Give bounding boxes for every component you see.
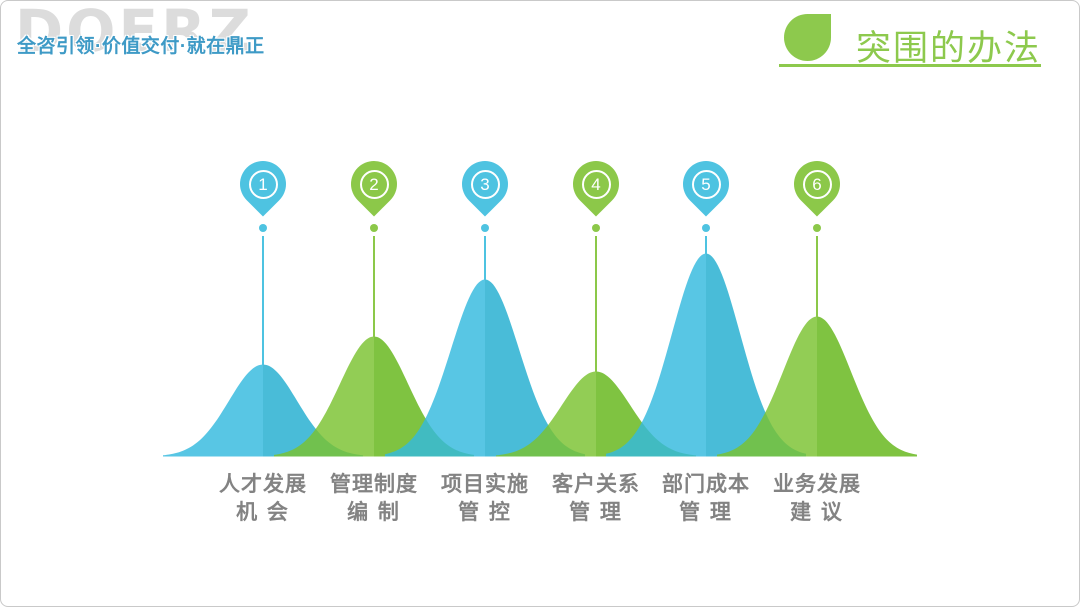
category-label-line1: 部门成本 [662, 473, 750, 496]
map-pin-icon: 6 [784, 151, 850, 217]
category-label-line2: 机 会 [236, 501, 290, 524]
category-label: 部门成本 管 理 [621, 472, 791, 526]
pin-number: 1 [248, 169, 278, 199]
pin-number: 5 [691, 169, 721, 199]
pin-number: 6 [802, 169, 832, 199]
category-label: 业务发展 建 议 [732, 472, 902, 526]
map-pin-icon: 1 [230, 151, 296, 217]
pin-connector-line [373, 236, 375, 337]
bell-curve-4-light-half [496, 371, 596, 457]
category-label-line2: 建 议 [790, 501, 844, 524]
pin-dot-icon [259, 224, 267, 232]
pin-dot-icon [702, 224, 710, 232]
category-label-line1: 人才发展 [219, 473, 307, 496]
pin-dot-icon [592, 224, 600, 232]
pin-connector-line [595, 236, 597, 372]
category-label-line2: 管 理 [679, 501, 733, 524]
pin-connector-line [816, 236, 818, 317]
pin-dot-icon [813, 224, 821, 232]
bell-curve-3-light-half [385, 279, 485, 457]
bell-curve-6-light-half [717, 316, 817, 457]
bell-curve-1-dark-half [263, 364, 363, 457]
page-title: 突围的办法 [856, 29, 1042, 68]
logo-watermark: DOERZ [15, 0, 254, 65]
title-underline [779, 64, 1041, 67]
pin-number: 3 [470, 169, 500, 199]
bell-curve-4-dark-half [596, 371, 696, 457]
bell-curve-2-light-half [274, 336, 374, 457]
pin-connector-line [484, 236, 486, 280]
bell-curve-1-light-half [163, 364, 263, 457]
map-pin-icon: 5 [673, 151, 739, 217]
category-label-line2: 管 控 [458, 501, 512, 524]
pin-connector-line [262, 236, 264, 365]
category-label-line1: 客户关系 [552, 473, 640, 496]
category-label: 项目实施 管 控 [400, 472, 570, 526]
map-pin-icon: 2 [341, 151, 407, 217]
map-pin-icon: 3 [452, 151, 518, 217]
bell-curve-2-dark-half [374, 336, 474, 457]
bell-curve-5-dark-half [706, 253, 806, 457]
pin-number: 2 [359, 169, 389, 199]
pin-connector-line [705, 236, 707, 254]
category-label-line1: 业务发展 [773, 473, 861, 496]
pin-number: 4 [581, 169, 611, 199]
category-label-line1: 管理制度 [330, 473, 418, 496]
category-label: 人才发展 机 会 [178, 472, 348, 526]
bell-curve-3-dark-half [485, 279, 585, 457]
leaf-icon [784, 14, 831, 61]
logo-tagline: 全咨引领·价值交付·就在鼎正 [17, 36, 265, 57]
category-label: 客户关系 管 理 [511, 472, 681, 526]
category-label-line2: 编 制 [347, 501, 401, 524]
category-label: 管理制度 编 制 [289, 472, 459, 526]
map-pin-icon: 4 [563, 151, 629, 217]
category-label-line1: 项目实施 [441, 473, 529, 496]
bell-curve-5-light-half [606, 253, 706, 457]
pin-dot-icon [370, 224, 378, 232]
pin-dot-icon [481, 224, 489, 232]
bell-curve-6-dark-half [817, 316, 917, 457]
category-label-line2: 管 理 [569, 501, 623, 524]
